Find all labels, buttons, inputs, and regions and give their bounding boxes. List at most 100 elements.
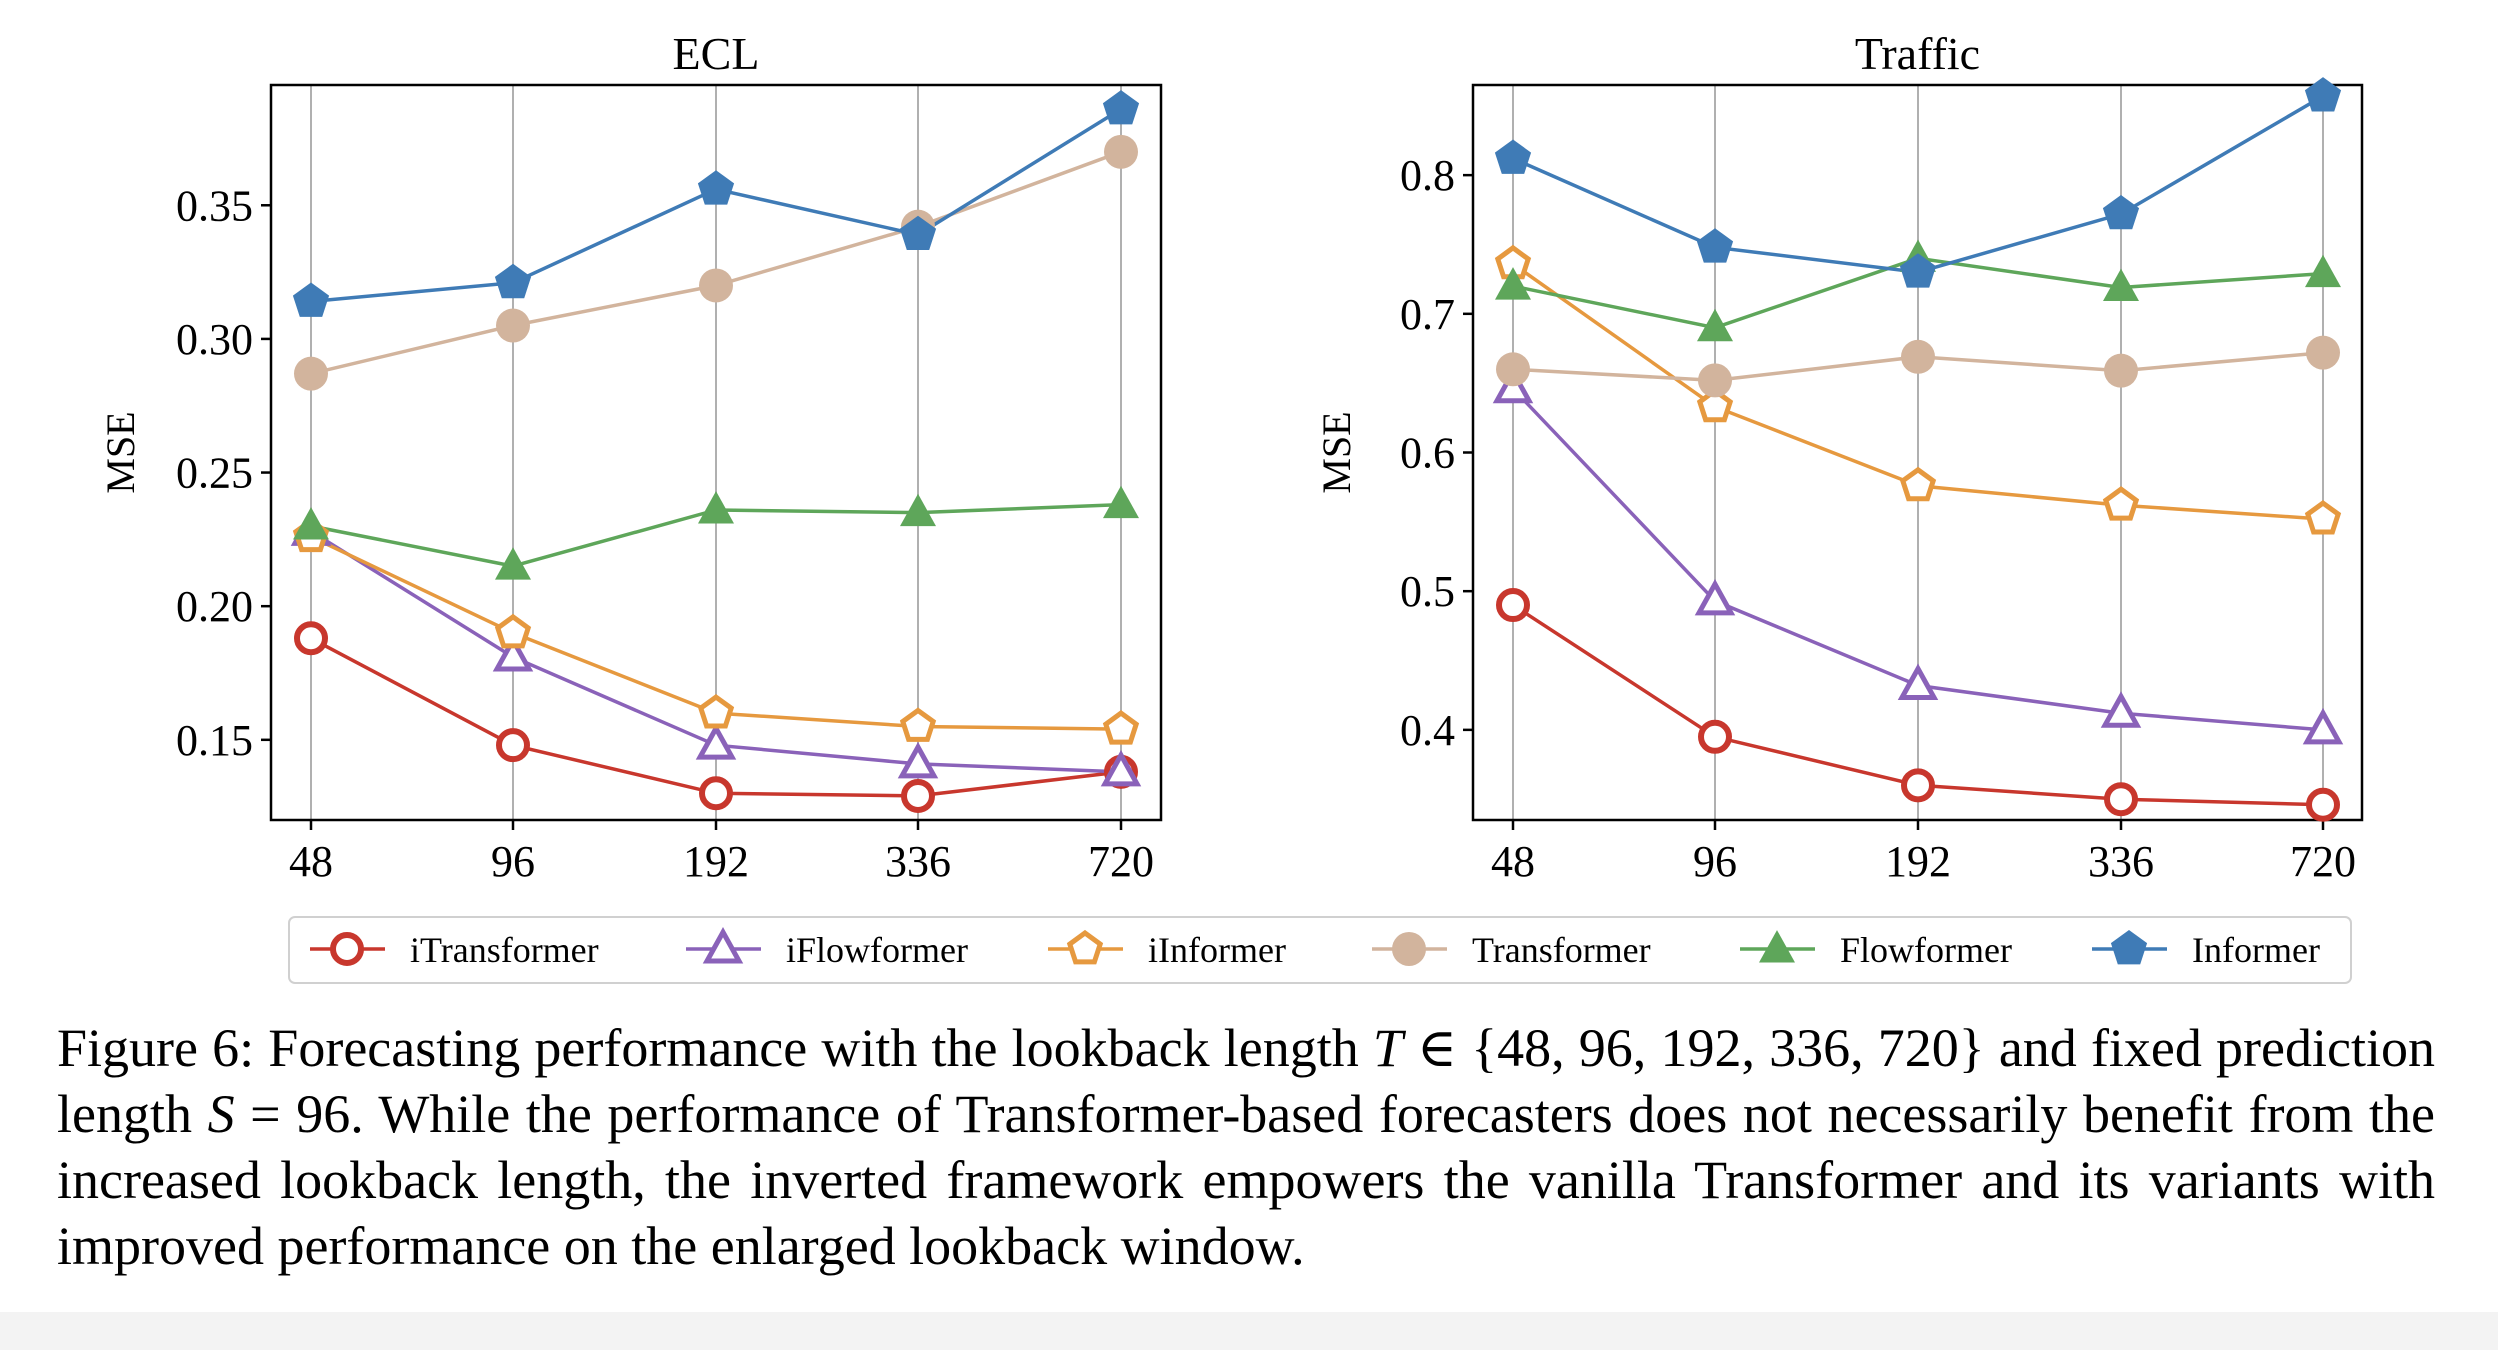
legend-label: Transformer	[1472, 930, 1651, 970]
point-informer	[2102, 195, 2140, 230]
point-iflowformer	[695, 723, 737, 760]
point-flowformer	[1103, 485, 1139, 519]
chart-panel-traffic: Traffic 48 96 192 336 720 0.4 0.5 0.6 0.7 0.8 MSE	[1314, 28, 2364, 886]
legend-label: iInformer	[1148, 930, 1286, 970]
x-tick-label: 48	[1491, 837, 1535, 886]
point-iinformer	[1102, 710, 1140, 745]
point-flowformer	[2305, 254, 2341, 288]
figure-caption: Figure 6: Forecasting performance with t…	[57, 1015, 2435, 1279]
legend-entry-informer: Informer	[2092, 930, 2320, 970]
y-tick-label: 0.7	[1400, 290, 1455, 339]
point-informer	[2304, 77, 2342, 112]
point-itransformer	[2104, 782, 2138, 817]
point-itransformer	[1698, 719, 1732, 754]
point-transformer	[699, 268, 733, 303]
point-iflowformer	[492, 635, 534, 672]
point-itransformer	[2306, 787, 2340, 822]
point-iflowformer	[897, 741, 939, 779]
legend-entry-iflowformer: iFlowformer	[686, 927, 968, 970]
legend-label: iFlowformer	[786, 930, 968, 970]
caption-label: Figure 6:	[57, 1018, 255, 1078]
point-itransformer	[294, 621, 328, 656]
chart-panel-ecl: ECL 48 96 192 336 720 0.15 0.20 0.25 0.30 0.35 MSE	[98, 28, 1163, 886]
point-transformer	[1496, 352, 1530, 387]
point-informer	[899, 215, 937, 250]
point-transformer	[1698, 363, 1732, 398]
point-informer	[1696, 228, 1734, 263]
point-informer	[292, 282, 330, 317]
x-tick-label: 192	[1885, 837, 1951, 886]
point-transformer	[1901, 339, 1935, 374]
legend-marker	[702, 927, 744, 964]
point-informer	[697, 170, 735, 205]
legend-entry-itransformer: iTransformer	[310, 930, 599, 970]
point-informer	[1102, 90, 1140, 125]
point-iflowformer	[1100, 749, 1142, 787]
chart-legend: iTransformer iFlowformer iInformer Transfor…	[288, 916, 2352, 984]
point-flowformer	[1495, 267, 1531, 300]
caption-text-c: = 96. While the performance of Transform…	[57, 1084, 2435, 1276]
y-tick-label: 0.30	[176, 315, 253, 364]
point-iinformer	[1899, 466, 1937, 502]
point-informer	[1494, 139, 1532, 174]
point-informer	[494, 263, 532, 299]
legend-entry-iinformer: iInformer	[1048, 929, 1286, 970]
caption-math-s: S	[207, 1084, 235, 1144]
y-tick-label: 0.8	[1400, 151, 1455, 200]
point-transformer	[2306, 335, 2340, 370]
x-tick-label: 48	[289, 837, 333, 886]
point-transformer	[496, 308, 530, 343]
legend-label: Informer	[2192, 930, 2320, 970]
y-tick-label: 0.35	[176, 181, 253, 230]
point-itransformer	[901, 778, 935, 813]
caption-math-t: T	[1372, 1018, 1403, 1078]
point-flowformer	[293, 507, 329, 540]
caption-text-a: Forecasting performance with the lookbac…	[254, 1018, 1373, 1078]
legend-label: Flowformer	[1840, 930, 2012, 970]
x-tick-label: 336	[885, 837, 951, 886]
point-iflowformer	[1897, 663, 1939, 700]
page-bottom-band	[0, 1312, 2498, 1350]
figure-charts: ECL 48 96 192 336 720 0.15 0.20 0.25 0.30 0.35 MSE T…	[98, 28, 2364, 984]
legend-entry-flowformer: Flowformer	[1740, 930, 2012, 970]
point-transformer	[2104, 353, 2138, 388]
point-iflowformer	[1694, 578, 1736, 616]
chart-title: ECL	[673, 28, 760, 79]
legend-marker	[1759, 930, 1795, 963]
point-flowformer	[495, 547, 531, 580]
point-flowformer	[900, 493, 936, 527]
point-transformer	[1104, 134, 1138, 169]
legend-marker	[1392, 932, 1426, 966]
point-flowformer	[1697, 308, 1733, 342]
point-itransformer	[699, 776, 733, 811]
point-transformer	[294, 356, 328, 391]
legend-frame	[288, 916, 2352, 984]
point-itransformer	[1901, 768, 1935, 803]
y-tick-label: 0.15	[176, 716, 253, 765]
caption-text-b: ∈ {48, 96, 192, 336, 720} and fixed pred…	[57, 1018, 2435, 1144]
legend-marker	[330, 932, 364, 966]
chart-title: Traffic	[1855, 28, 1980, 79]
y-tick-label: 0.4	[1400, 706, 1455, 755]
point-iinformer	[1696, 387, 1734, 423]
point-iinformer	[494, 613, 532, 649]
y-tick-label: 0.20	[176, 582, 253, 631]
legend-marker	[2110, 930, 2148, 965]
point-flowformer	[698, 491, 734, 524]
x-tick-label: 192	[683, 837, 749, 886]
x-tick-label: 96	[491, 837, 535, 886]
point-itransformer	[496, 728, 530, 763]
point-iinformer	[2102, 486, 2140, 521]
point-iflowformer	[2100, 691, 2142, 728]
point-iinformer	[899, 707, 937, 742]
y-axis-label: MSE	[1314, 411, 1359, 493]
point-iinformer	[2304, 500, 2342, 535]
x-tick-label: 336	[2088, 837, 2154, 886]
point-flowformer	[2103, 268, 2139, 301]
y-tick-label: 0.25	[176, 449, 253, 498]
point-itransformer	[1496, 588, 1530, 623]
point-informer	[1899, 253, 1937, 288]
point-iflowformer	[1492, 366, 1534, 404]
x-tick-label: 720	[1088, 837, 1154, 886]
legend-marker	[1066, 929, 1104, 965]
